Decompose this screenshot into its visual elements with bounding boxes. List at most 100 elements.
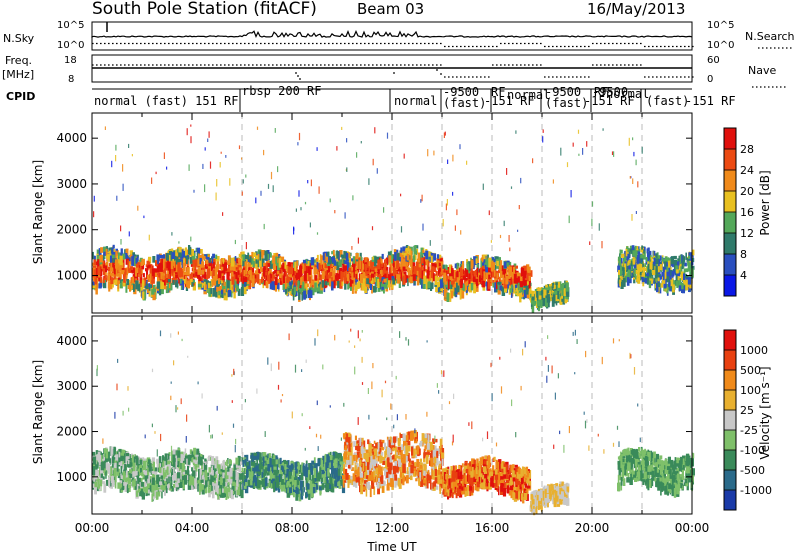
echo-cell <box>271 458 275 468</box>
echo-cell <box>132 461 136 472</box>
echo-cell <box>453 270 457 278</box>
echo-cell <box>127 262 131 272</box>
echo-cell <box>146 260 150 266</box>
echo-cell <box>189 273 192 284</box>
echo-cell <box>257 253 260 259</box>
echo-cell <box>154 471 158 475</box>
echo-cell <box>152 269 155 273</box>
echo-cell <box>124 464 127 471</box>
echo-cell <box>170 485 174 492</box>
echo-cell <box>620 258 623 264</box>
echo-cell <box>158 287 162 296</box>
echo-cell <box>656 282 659 293</box>
echo-cell <box>178 278 180 284</box>
station-title: South Pole Station (fitACF) <box>92 0 317 19</box>
echo-cell <box>102 476 105 480</box>
echo-cell <box>508 235 510 242</box>
echo-cell <box>146 274 150 280</box>
echo-cells <box>92 328 695 516</box>
echo-cell <box>125 485 128 492</box>
echo-cell <box>286 274 289 283</box>
echo-cell <box>640 254 644 259</box>
echo-cell <box>445 275 448 284</box>
echo-cell <box>233 262 236 272</box>
cpid-segment-label: -9500 <box>443 85 479 99</box>
echo-cell <box>261 272 264 278</box>
echo-cell <box>142 273 145 278</box>
echo-cell <box>467 261 471 271</box>
echo-cell <box>506 281 509 289</box>
echo-cell <box>367 261 371 270</box>
echo-cell <box>391 264 393 274</box>
echo-cell <box>499 234 502 239</box>
echo-cell <box>216 256 220 262</box>
echo-cell <box>303 290 306 300</box>
echo-cell <box>144 277 146 286</box>
echo-cell <box>266 250 270 256</box>
echo-cell <box>486 260 489 268</box>
echo-cell <box>249 279 252 290</box>
echo-cell <box>265 262 269 268</box>
echo-cell <box>646 275 649 285</box>
echo-cell <box>224 493 228 498</box>
echo-cell <box>394 264 397 274</box>
echo-cell <box>481 262 485 267</box>
echo-cell <box>218 488 222 495</box>
echo-cell <box>189 456 192 461</box>
echo-cell <box>272 185 274 193</box>
echo-cell <box>154 467 158 474</box>
echo-cell <box>245 242 247 250</box>
echo-cell <box>682 255 685 265</box>
echo-cell <box>340 254 344 258</box>
echo-cell <box>497 269 502 274</box>
echo-cell <box>241 452 244 458</box>
echo-cell <box>347 282 350 290</box>
echo-cell <box>118 261 122 271</box>
echo-cell <box>491 270 494 278</box>
echo-cell <box>102 481 106 485</box>
echo-cell <box>280 264 283 269</box>
echo-cell <box>492 282 495 288</box>
echo-cell <box>338 275 341 280</box>
echo-cell <box>545 298 548 308</box>
y-tick-label: 2000 <box>56 223 87 237</box>
cpid-segment-label: RF <box>594 85 608 99</box>
echo-cell <box>235 272 238 279</box>
echo-cell <box>180 249 184 259</box>
echo-cell <box>103 253 106 259</box>
echo-cell <box>120 455 124 462</box>
echo-cell <box>217 481 221 486</box>
echo-cell <box>691 265 695 270</box>
echo-cell <box>358 280 361 289</box>
echo-cell <box>258 257 262 267</box>
echo-cell <box>555 282 558 290</box>
echo-cell <box>676 269 679 274</box>
echo-cell <box>101 260 106 270</box>
echo-cell <box>503 261 507 269</box>
echo-cell <box>679 254 682 265</box>
echo-cell <box>375 286 378 292</box>
echo-cell <box>351 279 354 284</box>
echo-cell <box>294 271 297 276</box>
echo-cell <box>236 489 240 495</box>
echo-cell <box>625 249 628 257</box>
echo-cell <box>124 482 127 492</box>
echo-cell <box>459 273 464 284</box>
echo-cell <box>376 271 380 279</box>
echo-cell <box>371 266 375 271</box>
echo-cell <box>163 480 167 486</box>
echo-cell <box>326 264 329 270</box>
echo-cell <box>101 268 105 272</box>
echo-cell <box>168 261 171 271</box>
echo-cell <box>598 223 600 231</box>
echo-cell <box>539 290 542 297</box>
echo-cell <box>515 265 518 269</box>
echo-cell <box>169 251 173 261</box>
echo-cell <box>514 267 517 278</box>
echo-cell <box>462 284 465 291</box>
echo-cell <box>150 284 152 289</box>
echo-cell <box>292 476 296 486</box>
date-title: 16/May/2013 <box>587 0 685 18</box>
echo-cell <box>472 263 475 270</box>
echo-cell <box>307 260 310 266</box>
